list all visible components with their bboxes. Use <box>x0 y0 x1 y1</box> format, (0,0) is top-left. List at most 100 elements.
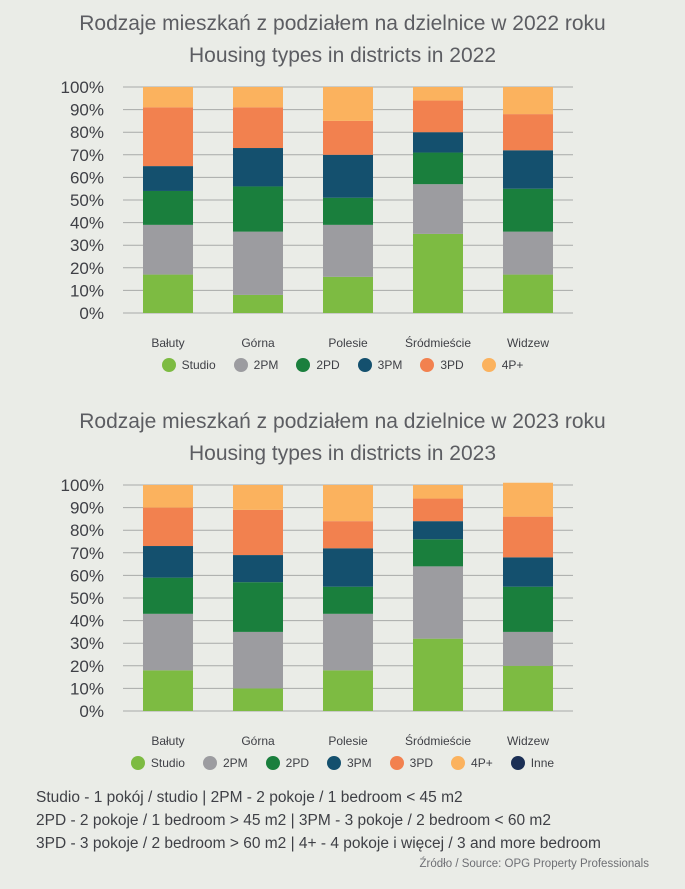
x-tick-label: Bałuty <box>151 734 184 748</box>
bar-segment <box>143 546 193 578</box>
y-tick-label: 80% <box>70 521 104 540</box>
x-tick-label: Widzew <box>507 336 549 350</box>
legend-label: 2PM <box>253 358 279 372</box>
x-tick-label: Polesie <box>328 734 368 748</box>
y-tick-label: 10% <box>70 679 104 698</box>
bar-segment <box>323 613 373 671</box>
bar-segment <box>323 521 373 549</box>
chart-title: Rodzaje mieszkań z podziałem na dzielnic… <box>79 12 606 35</box>
bar-segment <box>503 557 553 587</box>
bar-segment <box>413 485 463 499</box>
footnote-line: Studio - 1 pokój / studio | 2PM - 2 poko… <box>36 789 463 806</box>
legend-item: Studio <box>130 756 185 770</box>
legend-item: 2PD <box>296 358 340 372</box>
bar-segment <box>233 688 283 711</box>
legend-swatch <box>510 756 525 770</box>
chart-subtitle: Housing types in districts in 2023 <box>189 442 496 465</box>
legend-swatch <box>481 358 496 372</box>
bar-segment <box>413 87 463 101</box>
bar-segment <box>323 224 373 277</box>
bar-segment <box>503 231 553 275</box>
legend-swatch <box>202 756 217 770</box>
bar-segment <box>233 87 283 108</box>
legend-item: 4P+ <box>481 358 524 372</box>
bar-segment <box>143 87 193 108</box>
legend-item: Inne <box>510 756 554 770</box>
x-tick-label: Polesie <box>328 336 368 350</box>
bar-segment <box>323 586 373 614</box>
y-tick-label: 50% <box>70 589 104 608</box>
legend-item: 3PD <box>389 756 433 770</box>
bar-segment <box>143 224 193 275</box>
y-tick-label: 30% <box>70 634 104 653</box>
bar-segment <box>143 107 193 167</box>
bar-segment <box>323 197 373 225</box>
bar-segment <box>413 521 463 540</box>
bar-segment <box>503 87 553 115</box>
legend-label: 2PM <box>222 756 248 770</box>
bar-segment <box>503 516 553 558</box>
chart-plot-area: 0% 10% 20% 30% 40% 50% 60% 70% 80% 90% 100% Bałuty G… <box>61 476 573 748</box>
chart-title: Rodzaje mieszkań z podziałem na dzielnic… <box>79 410 606 433</box>
bar-segment <box>233 231 283 295</box>
bar-segment <box>143 613 193 671</box>
bar-segment <box>413 152 463 185</box>
legend-swatch <box>451 756 466 770</box>
legend-item: 2PD <box>265 756 309 770</box>
legend-swatch <box>420 358 435 372</box>
x-tick-label: Śródmieście <box>405 335 471 350</box>
bar-segment <box>413 233 463 313</box>
bar-segment <box>503 586 553 632</box>
bar-segment <box>323 87 373 121</box>
y-tick-label: 0% <box>79 702 104 721</box>
y-tick-label: 20% <box>70 259 104 278</box>
legend-swatch <box>161 358 176 372</box>
bar-segment <box>503 188 553 232</box>
chart-plot-area: 0% 10% 20% 30% 40% 50% 60% 70% 80% 90% 100% Bałuty G… <box>61 78 573 350</box>
bar-segment <box>233 509 283 556</box>
bar-segment <box>503 150 553 189</box>
bar-segment <box>233 107 283 149</box>
legend-swatch <box>357 358 372 372</box>
x-tick-label: Bałuty <box>151 336 184 350</box>
y-tick-label: 70% <box>70 146 104 165</box>
legend-label: 3PD <box>440 358 464 372</box>
legend-label: 4P+ <box>501 358 524 372</box>
legend-item: Studio <box>161 358 216 372</box>
bar-segment <box>233 148 283 187</box>
source-note: Źródło / Source: OPG Property Profession… <box>419 858 649 870</box>
y-tick-label: 90% <box>70 499 104 518</box>
legend-item: 4P+ <box>451 756 493 770</box>
legend-label: 2PD <box>316 358 340 372</box>
chart-subtitle: Housing types in districts in 2022 <box>189 44 496 67</box>
y-tick-label: 60% <box>70 168 104 187</box>
y-tick-label: 10% <box>70 281 104 300</box>
bar-segment <box>233 485 283 510</box>
bar-segment <box>413 100 463 133</box>
y-tick-label: 30% <box>70 236 104 255</box>
y-tick-label: 20% <box>70 657 104 676</box>
y-tick-label: 0% <box>79 304 104 323</box>
bar-segment <box>233 294 283 313</box>
bar-segment <box>323 276 373 313</box>
bar-segment <box>503 114 553 151</box>
chart-legend: Studio 2PM 2PD 3PM 3PD 4P+ Inne <box>0 756 685 770</box>
bar-segment <box>413 498 463 522</box>
bar-segment <box>503 482 553 517</box>
bar-segment <box>413 638 463 711</box>
legend-item: 3PM <box>326 756 372 770</box>
legend-swatch <box>265 756 280 770</box>
y-tick-label: 70% <box>70 544 104 563</box>
legend-swatch <box>389 756 404 770</box>
legend-label: Studio <box>181 358 216 372</box>
bar-segment <box>323 485 373 522</box>
y-tick-label: 90% <box>70 101 104 120</box>
bar-segment <box>323 120 373 155</box>
x-tick-label: Śródmieście <box>405 733 471 748</box>
legend-label: 3PM <box>377 358 403 372</box>
y-tick-label: 100% <box>61 476 104 495</box>
x-tick-label: Górna <box>241 336 275 350</box>
legend-label: 4P+ <box>471 756 493 770</box>
chart-2022: Rodzaje mieszkań z podziałem na dzielnic… <box>0 0 685 385</box>
y-tick-label: 80% <box>70 123 104 142</box>
